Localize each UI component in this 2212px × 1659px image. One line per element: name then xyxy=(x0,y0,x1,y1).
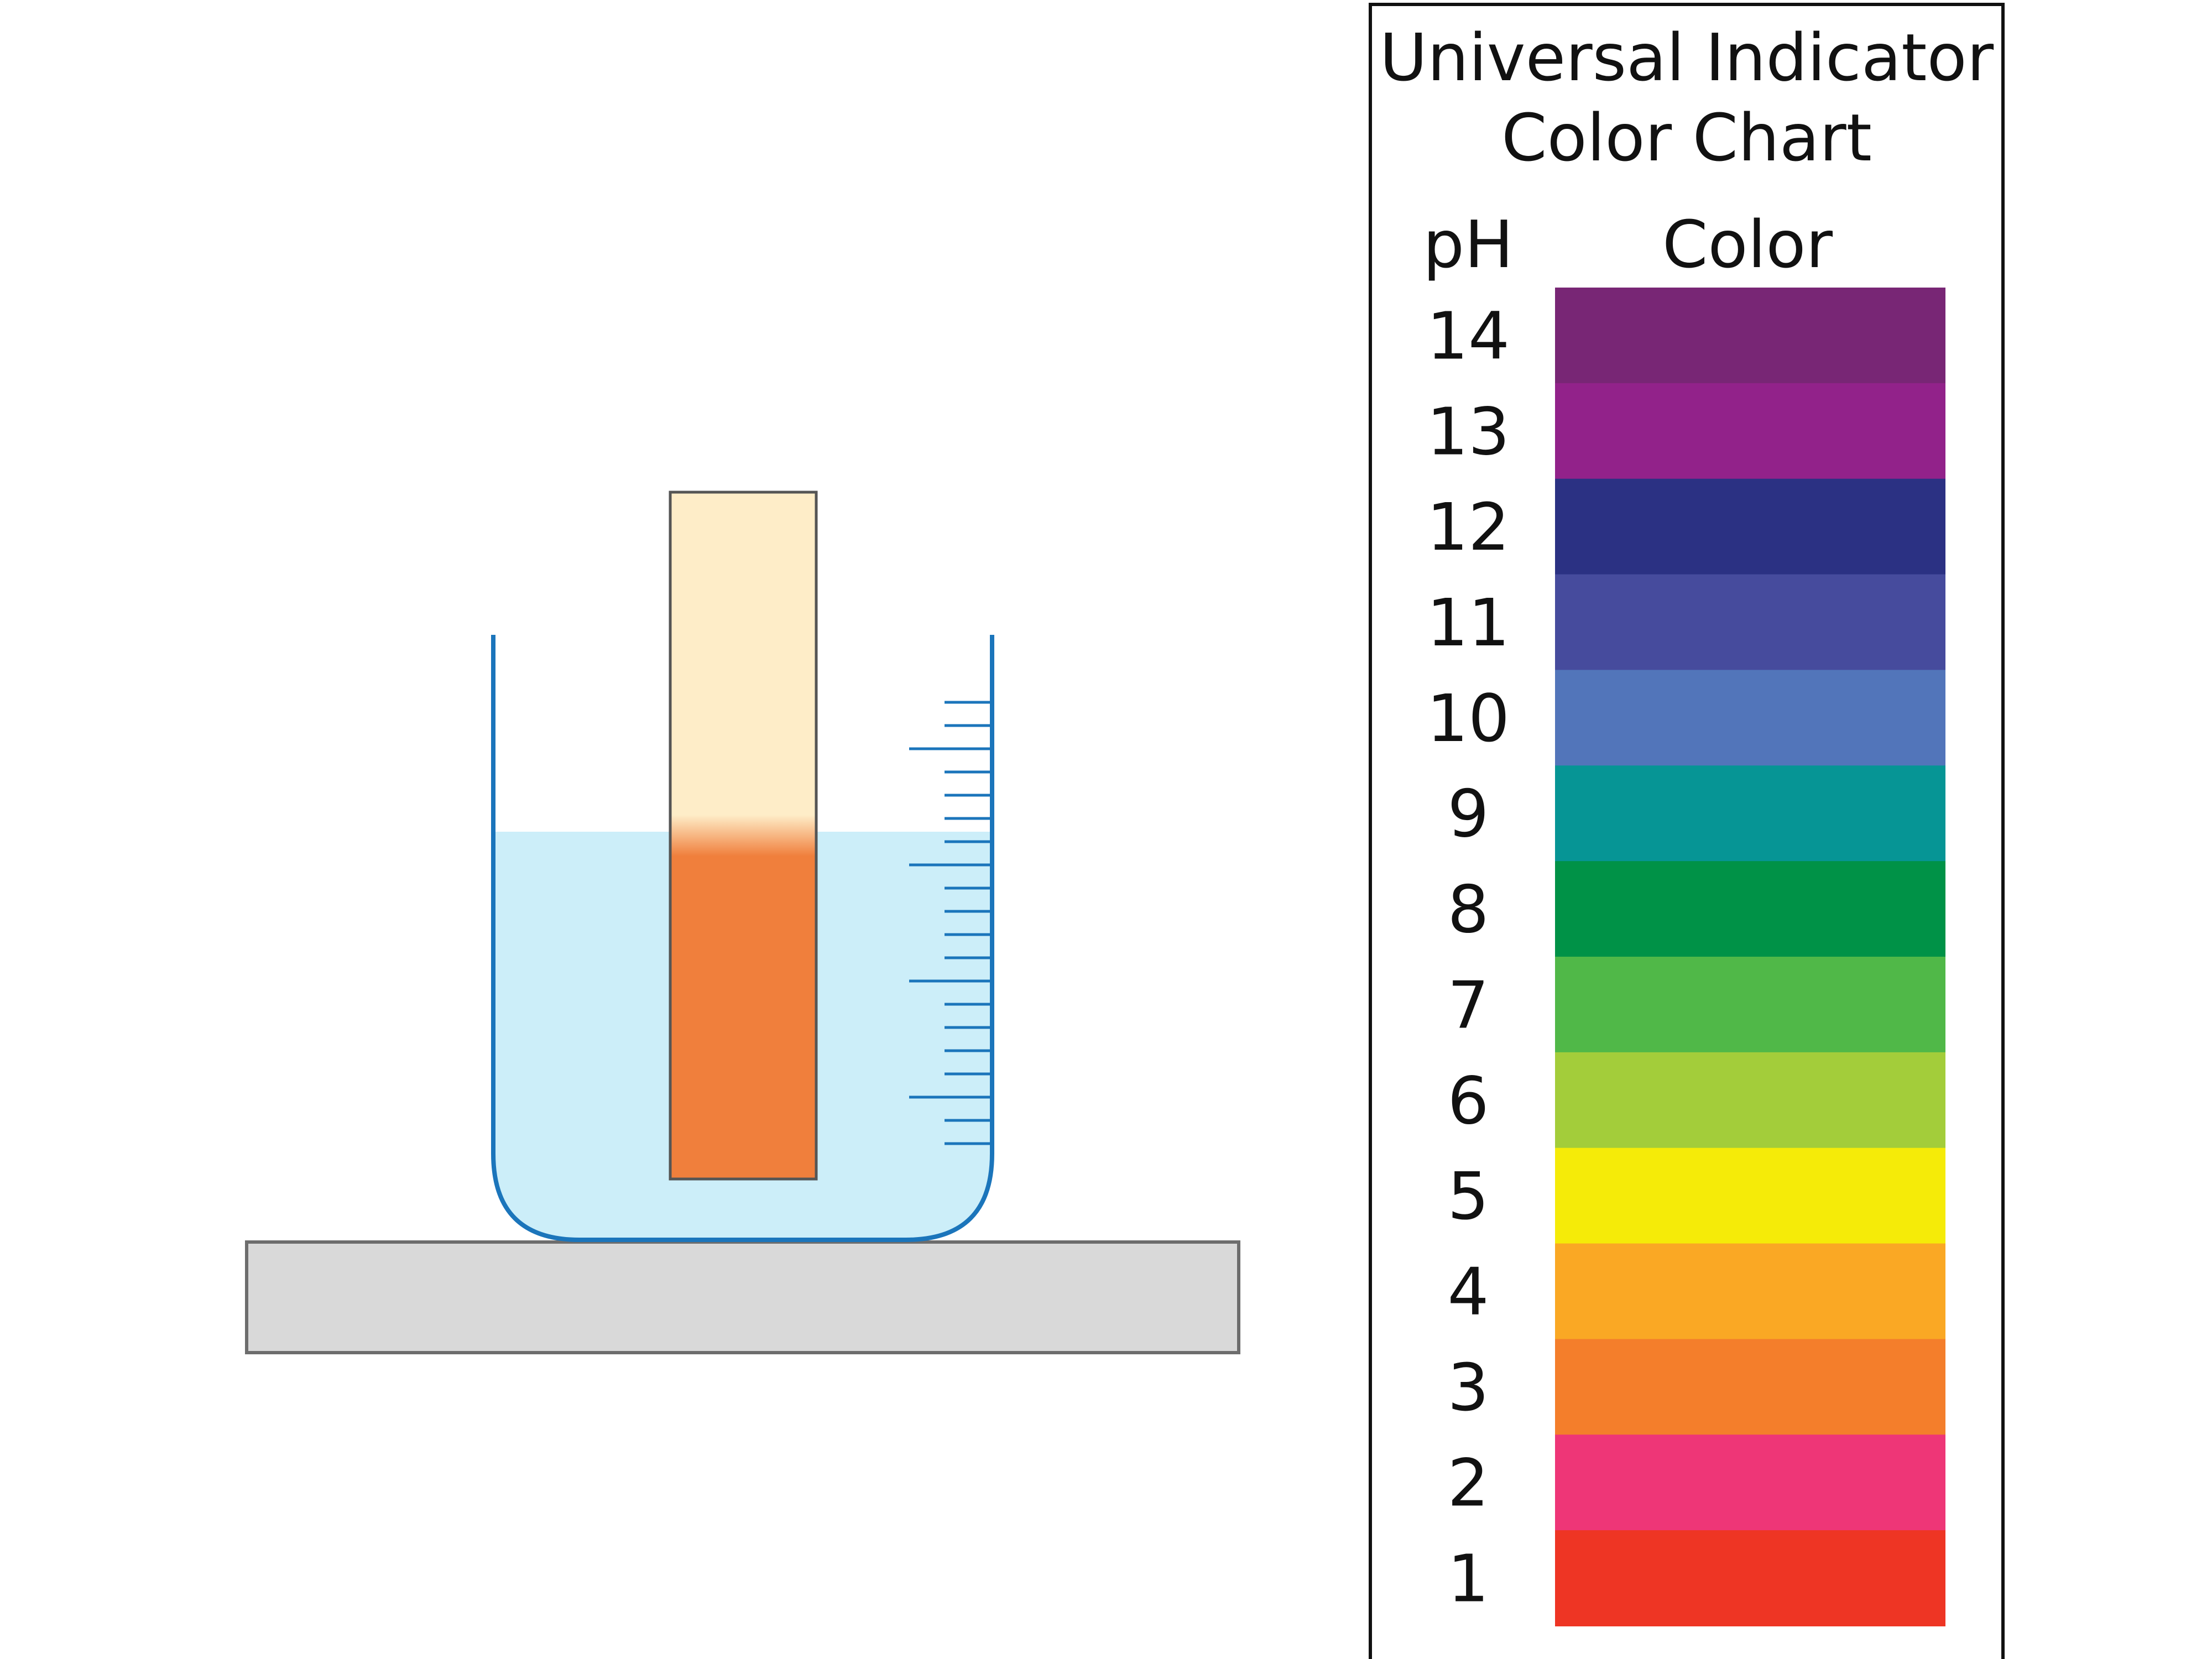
lab-bench xyxy=(245,1240,1240,1354)
color-swatch-ph-1 xyxy=(1555,1530,1945,1626)
ph-label-3: 3 xyxy=(1447,1349,1489,1426)
ph-label-1: 1 xyxy=(1447,1541,1489,1617)
graduation-marks xyxy=(909,701,990,1145)
color-chart: Universal Indicator Color Chart pH Color… xyxy=(1369,3,2005,1659)
chart-title-line1: Universal Indicator xyxy=(1380,19,1994,96)
ph-label-12: 12 xyxy=(1427,489,1510,565)
color-swatch-ph-4 xyxy=(1555,1243,1945,1340)
ph-label-2: 2 xyxy=(1447,1445,1489,1521)
color-swatch-ph-10 xyxy=(1555,670,1945,766)
color-swatch-ph-8 xyxy=(1555,861,1945,957)
ph-label-6: 6 xyxy=(1447,1062,1489,1139)
color-swatch-ph-9 xyxy=(1555,765,1945,862)
color-swatch-ph-7 xyxy=(1555,957,1945,1053)
color-swatch-ph-2 xyxy=(1555,1434,1945,1531)
color-swatch-ph-5 xyxy=(1555,1147,1945,1244)
ph-label-13: 13 xyxy=(1427,393,1510,469)
color-swatch-ph-11 xyxy=(1555,574,1945,671)
ph-label-10: 10 xyxy=(1427,680,1510,757)
ph-label-9: 9 xyxy=(1447,776,1489,852)
color-column-header: Color xyxy=(1662,206,1833,283)
chart-rows: 14 13 12 11 10 9 8 7 6 5 4 3 2 1 xyxy=(1427,288,1945,1626)
color-swatch-ph-6 xyxy=(1555,1052,1945,1149)
color-swatch-ph-3 xyxy=(1555,1339,1945,1436)
color-swatch-ph-13 xyxy=(1555,383,1945,479)
ph-label-14: 14 xyxy=(1427,298,1510,374)
ph-label-8: 8 xyxy=(1447,872,1489,948)
chart-title-line2: Color Chart xyxy=(1501,100,1872,176)
ph-paper-strip xyxy=(669,491,818,1181)
ph-label-5: 5 xyxy=(1447,1158,1489,1234)
ph-label-7: 7 xyxy=(1447,967,1489,1043)
color-swatch-ph-12 xyxy=(1555,478,1945,575)
ph-label-4: 4 xyxy=(1447,1254,1489,1330)
ph-label-11: 11 xyxy=(1427,585,1510,661)
ph-column-header: pH xyxy=(1423,206,1514,283)
beaker-glass xyxy=(491,635,994,1242)
color-swatch-ph-14 xyxy=(1555,288,1945,384)
